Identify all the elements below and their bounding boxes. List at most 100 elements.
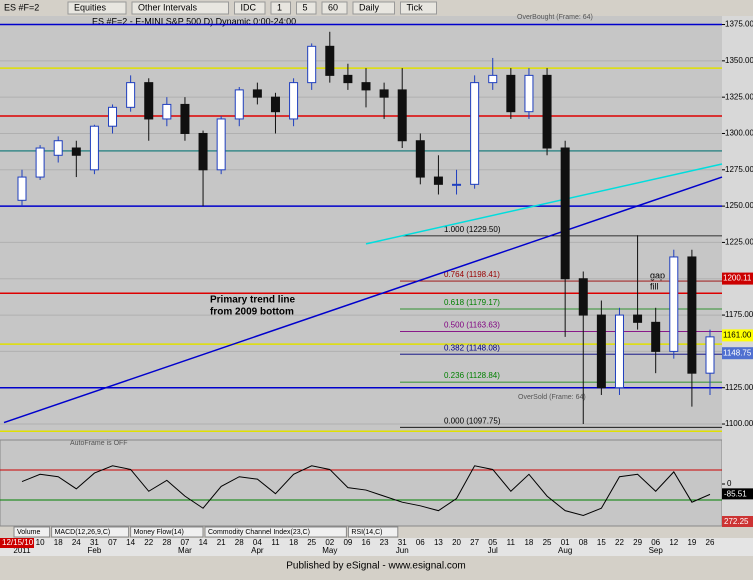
candle-body <box>234 89 244 120</box>
candle-body <box>361 82 371 91</box>
x-tick-label: 07 <box>108 538 117 547</box>
y-tick-label: 1300.00 <box>725 129 753 138</box>
trend-line <box>365 163 723 245</box>
annotation: fill <box>650 281 659 291</box>
x-tick-label: 10 <box>36 538 45 547</box>
annotation: gap <box>650 270 665 280</box>
toolbar-button[interactable] <box>321 1 348 15</box>
date-axis <box>0 538 753 556</box>
x-tick-label: 11 <box>271 538 280 547</box>
x-tick-label: 28 <box>235 538 244 547</box>
annotation: OverSold (Frame: 64) <box>518 394 586 401</box>
x-tick-label: 12 <box>669 538 678 547</box>
x-tick-label: 04 <box>253 538 262 547</box>
candle-body <box>343 74 353 84</box>
candle-body <box>470 82 480 185</box>
toolbar-button[interactable] <box>296 1 317 15</box>
x-tick-label: 13 <box>434 538 443 547</box>
price-flag <box>722 329 753 342</box>
y-tick-label: 1225.00 <box>725 238 753 247</box>
tab-label[interactable]: Money Flow(14) <box>134 529 184 536</box>
x-tick-label: 22 <box>615 538 624 547</box>
toolbar-button[interactable] <box>131 1 229 15</box>
candle-body <box>325 45 335 76</box>
candle-body <box>379 89 389 98</box>
tab[interactable] <box>51 526 130 538</box>
fib-label: 0.000 (1097.75) <box>444 416 501 425</box>
candle-body <box>270 96 280 113</box>
toolbar-item[interactable]: Equities <box>74 2 107 12</box>
fib-label: 0.236 (1128.84) <box>444 371 500 380</box>
month-label: Sep <box>649 546 664 555</box>
tab[interactable] <box>13 526 51 538</box>
toolbar-button[interactable] <box>234 1 266 15</box>
tab-label[interactable]: RSI(14,C) <box>351 529 382 536</box>
x-tick-label: 16 <box>362 538 371 547</box>
candle-body <box>415 140 425 178</box>
osc-flag-label: -85.51 <box>724 489 747 498</box>
tab[interactable] <box>130 526 204 538</box>
month-label: 2011 <box>13 546 31 555</box>
chart-title: ES #F=2 - E-MINI S&P 500 D) Dynamic 0:00… <box>92 16 296 26</box>
toolbar-button[interactable] <box>270 1 291 15</box>
x-tick-label: 26 <box>706 538 715 547</box>
osc-flag <box>722 516 753 527</box>
x-tick-label: 11 <box>507 538 516 547</box>
toolbar-button[interactable] <box>67 1 127 15</box>
x-tick-label: 22 <box>144 538 153 547</box>
x-tick-label: 14 <box>126 538 135 547</box>
annotation: from 2009 bottom <box>210 307 294 318</box>
oscillator-note: AutoFrame is OFF <box>70 440 128 447</box>
toolbar-item[interactable]: 60 <box>328 2 338 12</box>
x-tick-label: 27 <box>470 538 479 547</box>
fib-label: 0.500 (1163.63) <box>444 321 500 330</box>
candle-body <box>705 336 715 374</box>
fib-label: 0.764 (1198.41) <box>444 270 500 279</box>
candle-body <box>180 103 190 134</box>
candle-body <box>71 147 81 156</box>
osc-line <box>21 465 711 517</box>
toolbar-item[interactable]: Other Intervals <box>138 2 198 12</box>
fib-label: 0.382 (1148.08) <box>444 343 500 352</box>
toolbar-item[interactable]: IDC <box>241 2 257 12</box>
y-tick-label: 1275.00 <box>725 165 753 174</box>
footer: Published by eSignal - www.esignal.com <box>286 561 466 572</box>
tab-label[interactable]: Commodity Channel Index(23,C) <box>208 529 310 536</box>
tab-label[interactable]: MACD(12,26,9,C) <box>55 529 111 536</box>
candle-body <box>524 74 534 113</box>
candle-body <box>578 278 588 316</box>
candle-body <box>144 82 154 120</box>
x-tick-label: 07 <box>180 538 189 547</box>
toolbar-button[interactable] <box>352 1 395 15</box>
x-tick-label: 20 <box>452 538 461 547</box>
x-tick-label: 25 <box>543 538 552 547</box>
tab[interactable] <box>347 526 399 538</box>
candle-body <box>397 89 407 142</box>
oscillator-panel <box>0 439 723 527</box>
toolbar-item[interactable]: Tick <box>407 2 424 12</box>
toolbar-item[interactable]: 5 <box>303 2 308 12</box>
y-tick-label: 1375.00 <box>725 20 753 29</box>
price-flag <box>722 272 753 285</box>
x-tick-label: 29 <box>633 538 642 547</box>
candle-body <box>35 147 45 178</box>
y-tick-label: 1250.00 <box>725 201 753 210</box>
candle-body <box>542 74 552 149</box>
price-flag-label: 1200.11 <box>723 274 752 283</box>
tab[interactable] <box>204 526 347 538</box>
y-tick-label: 1125.00 <box>725 383 753 392</box>
candle-body <box>252 89 262 98</box>
toolbar-item[interactable]: 1 <box>277 2 282 12</box>
symbol[interactable]: ES #F=2 <box>4 2 39 12</box>
price-flag-label: 1148.75 <box>723 348 752 357</box>
toolbar-button[interactable] <box>400 1 437 15</box>
candle-body <box>126 82 136 108</box>
price-panel <box>0 16 722 440</box>
month-label: May <box>322 546 337 555</box>
toolbar-item[interactable]: Daily <box>359 2 380 12</box>
tab-label[interactable]: Volume <box>17 529 40 536</box>
y-tick-label: 1350.00 <box>725 56 753 65</box>
candle-body <box>89 125 99 171</box>
x-tick-label: 15 <box>597 538 606 547</box>
